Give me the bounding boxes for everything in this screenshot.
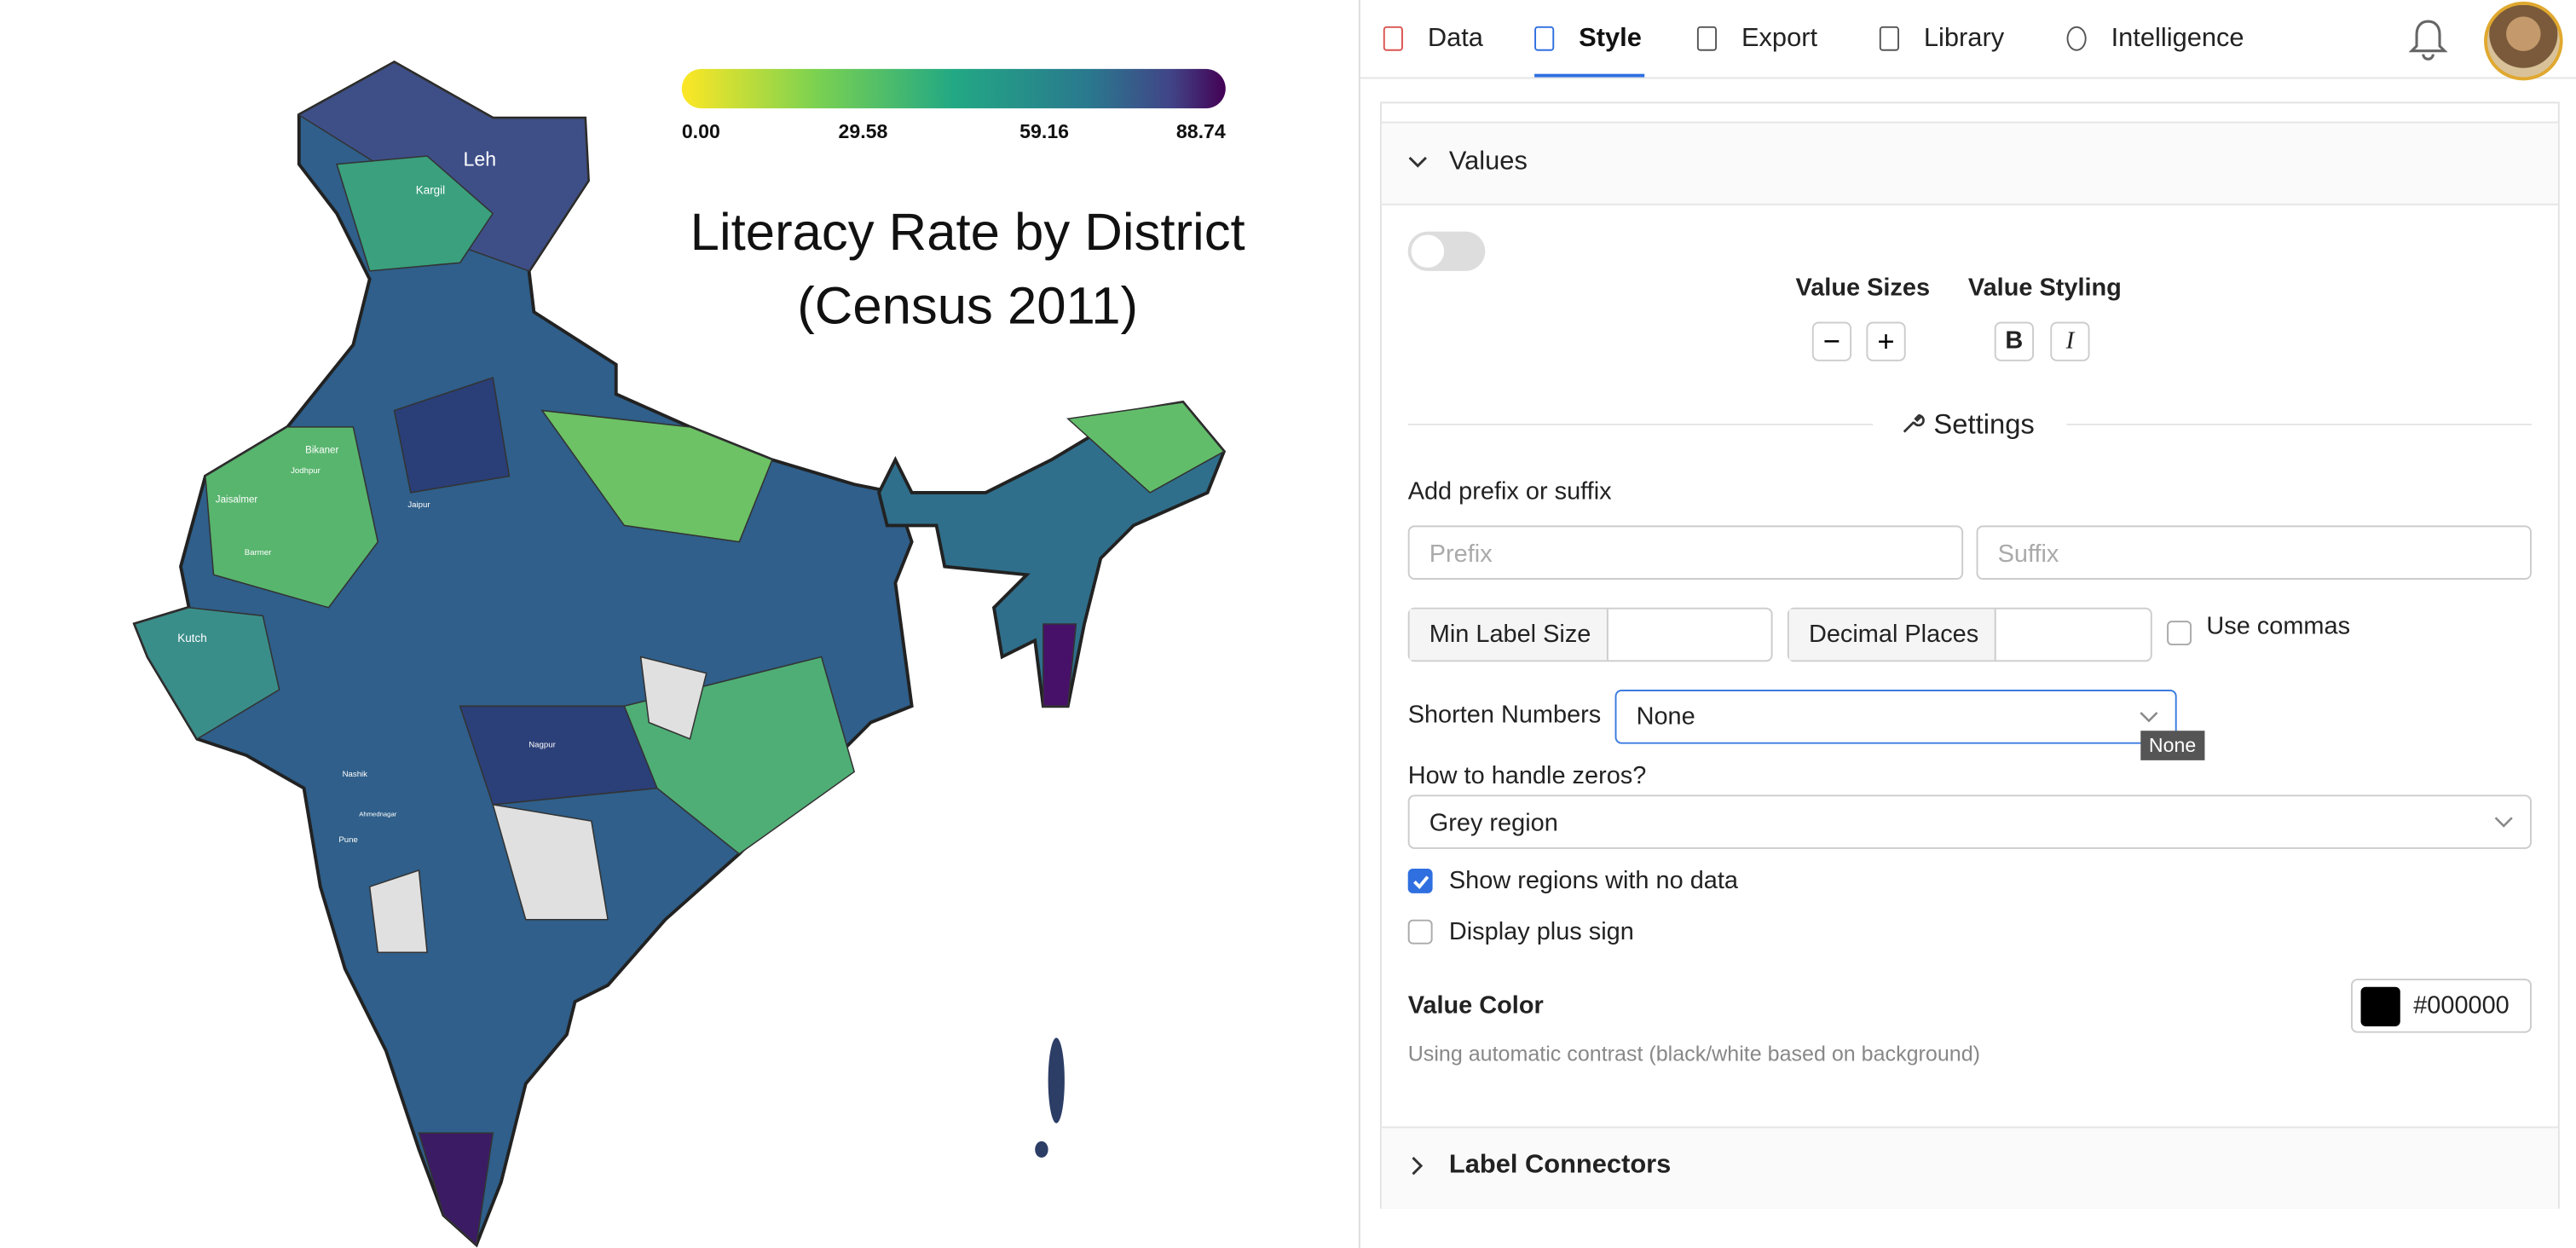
legend-tick-label: 59.16 <box>1019 120 1069 142</box>
india-mainland <box>132 60 914 1248</box>
tab-icon <box>1383 26 1403 51</box>
label: Use commas <box>2206 612 2351 641</box>
color-picker[interactable]: #000000 <box>2350 979 2532 1033</box>
district-label: Nashik <box>343 770 368 779</box>
legend-tick-label: 0.00 <box>682 120 720 142</box>
district <box>1066 402 1226 494</box>
collapse-icon <box>1408 156 1427 168</box>
district <box>418 1132 494 1246</box>
district <box>336 155 494 272</box>
district-label: Nagpur <box>528 740 556 749</box>
section-title: Values <box>1448 147 1528 176</box>
use-commas-checkbox[interactable] <box>2167 621 2192 646</box>
district <box>205 426 379 609</box>
district <box>393 377 511 494</box>
district-label: Jaipur <box>407 500 430 510</box>
nav-border <box>1360 77 2576 79</box>
district-label: Kargil <box>416 183 445 196</box>
increase-size-button[interactable]: + <box>1866 321 1906 361</box>
district-label: Barmer <box>245 548 272 558</box>
no-data-region <box>492 803 609 921</box>
zeros-select[interactable]: Grey region <box>1407 794 2532 849</box>
nav-tab[interactable]: Style <box>1579 24 1642 53</box>
label: How to handle zeros? <box>1407 761 1647 790</box>
label: Min Label Size <box>1429 621 1591 649</box>
tab-icon <box>1696 26 1718 51</box>
prefix-input[interactable]: Prefix <box>1407 525 1964 580</box>
legend-tick-label: 88.74 <box>1176 120 1226 142</box>
tab-icon <box>1534 26 1555 51</box>
settings-heading: Settings <box>1933 408 2035 441</box>
district <box>1043 623 1077 708</box>
values-header[interactable] <box>1381 121 2558 205</box>
shorten-numbers-select[interactable]: None <box>1614 690 2177 744</box>
rule <box>2066 423 2532 425</box>
decimal-places-input[interactable]: Decimal Places <box>1787 607 2152 662</box>
select-value: Grey region <box>1429 809 1558 838</box>
rule <box>1407 423 1874 425</box>
divider <box>1358 0 1360 1248</box>
map-title: (Census 2011) <box>797 276 1138 335</box>
label-connectors-header[interactable] <box>1381 1126 2558 1209</box>
label: Value Styling <box>1967 274 2122 303</box>
island <box>1035 1141 1048 1158</box>
show-no-data-checkbox[interactable] <box>1407 869 1433 893</box>
label: Add prefix or suffix <box>1407 477 1612 506</box>
tab-icon <box>1879 26 1899 51</box>
district-label: Ahmednagar <box>359 810 396 818</box>
district-label: Leh <box>463 148 496 170</box>
nav-tab[interactable]: Intelligence <box>2111 24 2244 53</box>
legend-tick-label: 29.58 <box>839 120 888 142</box>
islands <box>1035 1037 1065 1158</box>
nav-tab[interactable]: Library <box>1923 24 2005 53</box>
wrench-icon <box>1903 413 1925 433</box>
label: Value Sizes <box>1795 274 1931 303</box>
min-label-size-input[interactable]: Min Label Size <box>1407 607 1773 662</box>
active-tab-indicator <box>1534 73 1645 78</box>
district-label: Bikaner <box>305 446 338 456</box>
select-value: None <box>1636 702 1695 731</box>
label: Value Color <box>1407 991 1544 1020</box>
district <box>134 606 280 740</box>
expand-icon <box>1412 1157 1424 1176</box>
values-toggle[interactable] <box>1407 231 1486 271</box>
district-patches <box>134 61 1226 1246</box>
district-labels: Leh Kargil Bikaner Jaisalmer Jodhpur Barmer Ku… <box>177 148 556 846</box>
district-label: Pune <box>338 835 357 845</box>
color-hex: #000000 <box>2413 991 2510 1020</box>
color-legend-bar <box>681 68 1226 109</box>
district-label: Jaisalmer <box>216 494 258 505</box>
section-title: Label Connectors <box>1448 1151 1672 1180</box>
placeholder: Suffix <box>1997 540 2059 569</box>
decrease-size-button[interactable]: − <box>1811 321 1852 361</box>
notifications-icon[interactable] <box>2406 16 2449 62</box>
district-label: Jodhpur <box>291 466 321 476</box>
district <box>540 409 773 543</box>
no-data-region <box>639 656 708 740</box>
nav-tab[interactable]: Export <box>1741 24 1818 53</box>
color-legend-ticks: 0.00 29.58 59.16 88.74 <box>682 120 1226 142</box>
placeholder: Prefix <box>1429 540 1493 569</box>
tab-icon <box>2066 26 2087 51</box>
district-label: Kutch <box>177 632 206 644</box>
label: Show regions with no data <box>1448 867 1738 895</box>
island <box>1048 1037 1065 1124</box>
label: Decimal Places <box>1808 621 1979 649</box>
label: Shorten Numbers <box>1407 701 1602 730</box>
plus-sign-checkbox[interactable] <box>1407 919 1433 945</box>
suffix-input[interactable]: Suffix <box>1976 525 2532 580</box>
map-view: Leh Kargil Bikaner Jaisalmer Jodhpur Barmer Ku… <box>132 60 1245 1248</box>
district <box>459 705 658 806</box>
tooltip: None <box>2140 731 2204 760</box>
map-title: Literacy Rate by District <box>690 203 1245 262</box>
label: Display plus sign <box>1448 917 1634 946</box>
bold-button[interactable]: B <box>1994 321 2034 361</box>
no-data-region <box>368 869 428 954</box>
help-text: Using automatic contrast (black/white ba… <box>1407 1041 1980 1066</box>
nav-tab[interactable]: Data <box>1427 24 1483 53</box>
user-avatar[interactable] <box>2484 1 2563 81</box>
italic-button[interactable]: I <box>2050 321 2090 361</box>
